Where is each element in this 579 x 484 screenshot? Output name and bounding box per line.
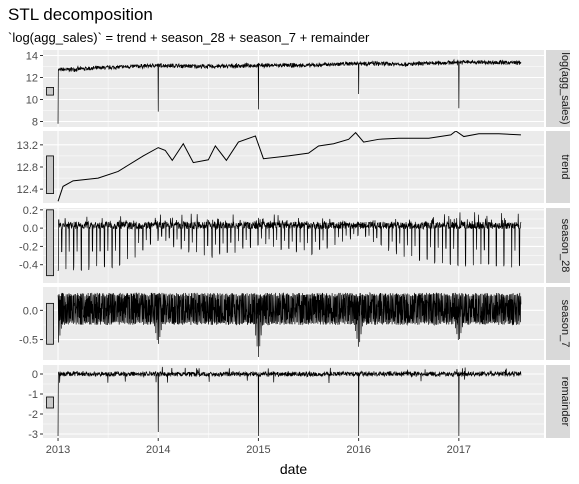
y-tick-label: 12 — [26, 73, 38, 85]
series-line-season-7 — [57, 291, 522, 358]
x-tick-label: 2015 — [246, 444, 270, 456]
strip-label: remainder — [559, 377, 571, 427]
y-tick-label: -0.4 — [19, 260, 38, 272]
y-tick-label: 14 — [26, 51, 38, 63]
panel-strip — [546, 50, 570, 127]
y-tick-label: 12.4 — [17, 184, 38, 196]
x-tick-label: 2013 — [46, 444, 70, 456]
y-tick-label: -0.5 — [19, 335, 38, 347]
panel-strip — [546, 208, 570, 283]
strip-label: log(agg_sales) — [559, 52, 571, 124]
y-tick-label: 12.8 — [17, 162, 38, 174]
chart-subtitle: `log(agg_sales)` = trend + season_28 + s… — [8, 30, 370, 45]
x-tick-label: 2016 — [346, 444, 370, 456]
chart-title: STL decomposition — [8, 5, 153, 24]
y-tick-label: -0.2 — [19, 241, 38, 253]
panel-strip — [546, 287, 570, 360]
scale-bar — [46, 209, 54, 277]
series-line-season-28 — [57, 212, 522, 272]
y-tick-label: 0.2 — [23, 205, 38, 217]
scale-bar — [46, 396, 54, 409]
strip-label: season_28 — [559, 219, 571, 273]
panel-trend: 12.4 12.8 13.2 trend — [17, 131, 571, 203]
panel-log-agg-sales-: 8 10 12 14 log(agg_sales) — [26, 50, 571, 129]
panel-remainder: -3 -2 -1 0 remainder 2013 2014 2015 2016 2017 — [28, 365, 571, 456]
y-tick-label: 0.0 — [23, 305, 38, 317]
scale-bar — [46, 302, 54, 345]
y-tick-label: 0.0 — [23, 223, 38, 235]
y-tick-label: -2 — [28, 409, 38, 421]
y-tick-label: 8 — [32, 117, 38, 129]
y-tick-label: -1 — [28, 389, 38, 401]
panel-season-28: -0.4 -0.2 0.0 0.2 season_28 — [19, 205, 571, 283]
strip-label: trend — [559, 154, 571, 179]
series-line-remainder — [57, 366, 522, 437]
panel-background — [43, 365, 544, 438]
panel-strip — [546, 365, 570, 438]
x-axis-label: date — [280, 461, 307, 477]
panel-strip — [546, 131, 570, 203]
x-tick-label: 2017 — [447, 444, 471, 456]
scale-bar — [46, 87, 54, 96]
strip-label: season_7 — [559, 300, 571, 348]
panel-background — [43, 208, 544, 283]
series-line-log-agg-sales- — [57, 58, 522, 124]
scale-bar — [46, 155, 54, 194]
y-tick-label: 10 — [26, 95, 38, 107]
y-tick-label: 13.2 — [17, 140, 38, 152]
x-tick-label: 2014 — [146, 444, 170, 456]
series-line-trend — [57, 131, 521, 202]
y-tick-label: -3 — [28, 429, 38, 441]
y-tick-label: 0 — [32, 369, 38, 381]
panel-season-7: -0.5 0.0 season_7 — [19, 287, 571, 360]
